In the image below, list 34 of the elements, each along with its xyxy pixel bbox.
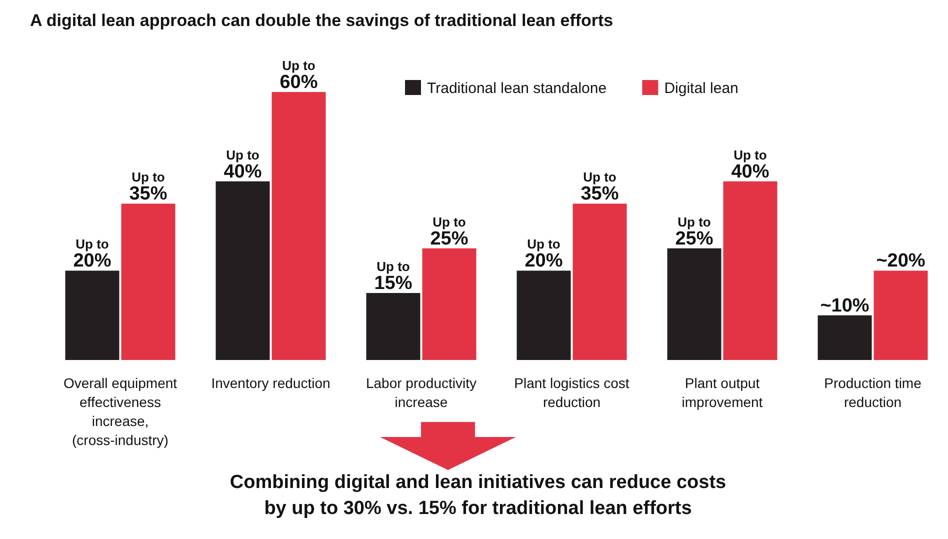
x-tick-label: Production time reduction	[824, 375, 922, 410]
data-label: Up to 40%	[224, 147, 262, 182]
data-label: Up to 40%	[731, 147, 770, 182]
x-tick-label: Labor productivity increase	[366, 375, 477, 410]
bar	[366, 293, 420, 360]
x-tick-label: Overall equipment effectiveness increase, (cross-industry)	[63, 375, 178, 448]
bar	[723, 181, 778, 360]
legend-label: Traditional lean standalone	[427, 80, 607, 97]
data-label: Up to 35%	[580, 170, 619, 205]
data-label: Up to 15%	[374, 259, 412, 294]
bar	[818, 315, 872, 360]
bar	[667, 248, 722, 360]
chart-title: A digital lean approach can double the savings of traditional lean efforts	[30, 11, 614, 30]
bar	[272, 92, 326, 360]
bar	[422, 248, 476, 360]
bar	[874, 270, 928, 360]
data-label: Up to 60%	[280, 58, 318, 93]
data-label: Up to 20%	[73, 236, 112, 272]
data-label: Up to 20%	[524, 236, 563, 272]
x-tick-label: Plant output improvement	[682, 375, 763, 410]
text: Combining digital and lean initiatives can reduce costs by up to 30% vs. 15% for traditional lean efforts	[230, 472, 726, 519]
data-label: Up to 25%	[675, 214, 714, 250]
data-label: Up to 25%	[430, 214, 468, 250]
bar	[121, 204, 176, 360]
bar	[216, 181, 270, 360]
x-tick-label: Plant logistics cost reduction	[514, 375, 630, 410]
legend-label: Digital lean	[664, 80, 738, 97]
x-tick-label: Inventory reduction	[211, 375, 330, 391]
data-label: Up to 35%	[129, 170, 168, 205]
bar	[572, 204, 627, 360]
bar	[65, 270, 120, 360]
bar	[516, 270, 571, 360]
data-label: ~10%	[820, 295, 870, 316]
data-label: ~20%	[876, 250, 926, 272]
